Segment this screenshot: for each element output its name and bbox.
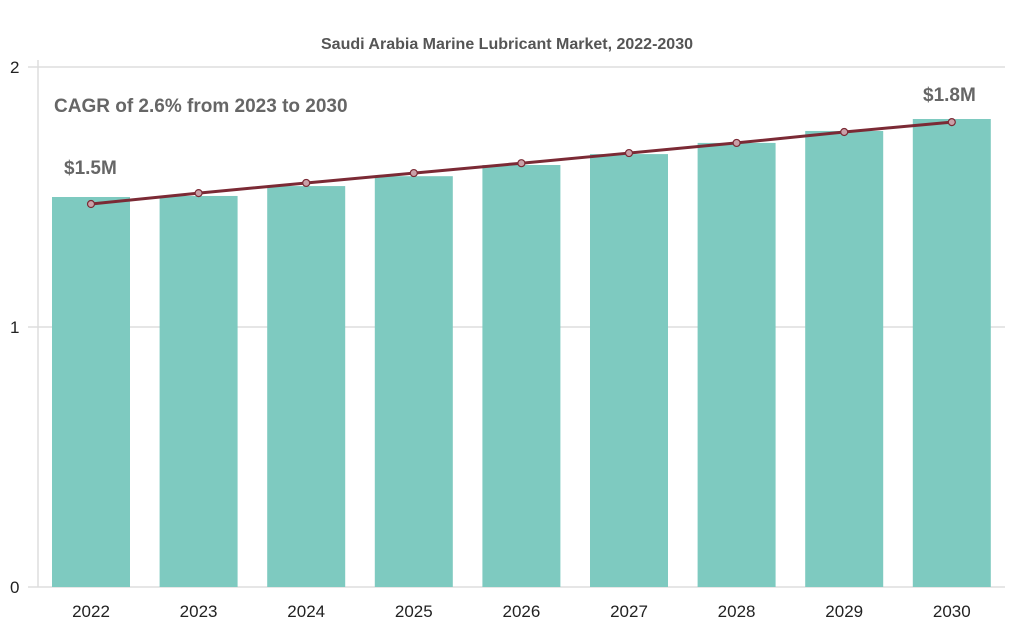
trend-point-2027 bbox=[624, 148, 634, 158]
y-tick-label: 2 bbox=[10, 58, 19, 77]
chart-title: Saudi Arabia Marine Lubricant Market, 20… bbox=[321, 36, 693, 53]
x-tick-label: 2024 bbox=[287, 602, 325, 621]
bar-2026 bbox=[482, 165, 561, 587]
bar-2027 bbox=[590, 154, 668, 587]
trend-point-2026 bbox=[517, 159, 526, 168]
trend-point-2029 bbox=[840, 127, 849, 137]
x-tick-label: 2029 bbox=[825, 602, 863, 621]
x-tick-label: 2022 bbox=[72, 602, 110, 621]
trend-point-2022 bbox=[86, 199, 96, 209]
bar-2028 bbox=[697, 142, 776, 588]
bar-2025 bbox=[374, 176, 453, 587]
x-tick-label: 2025 bbox=[395, 602, 433, 621]
bar-2023 bbox=[159, 195, 238, 587]
bar-2030 bbox=[912, 119, 991, 587]
bar-2022 bbox=[52, 197, 130, 587]
x-tick-label: 2023 bbox=[180, 602, 218, 621]
cagr-annotation: CAGR of 2.6% from 2023 to 2030 bbox=[54, 96, 348, 117]
start-value-label: $1.5M bbox=[64, 158, 117, 179]
y-tick-label: 0 bbox=[10, 578, 19, 597]
x-tick-label: 2028 bbox=[718, 602, 756, 621]
trend-point-2028 bbox=[732, 138, 741, 148]
x-tick-label: 2027 bbox=[610, 602, 648, 621]
trend-point-2030 bbox=[947, 118, 956, 127]
x-tick-label: 2026 bbox=[502, 602, 540, 621]
y-tick-label: 1 bbox=[10, 318, 19, 337]
trend-point-2025 bbox=[409, 168, 418, 178]
trend-point-2024 bbox=[302, 178, 311, 188]
end-value-label: $1.8M bbox=[923, 85, 976, 106]
bar-2024 bbox=[267, 186, 346, 587]
x-tick-label: 2030 bbox=[933, 602, 971, 621]
bar-2029 bbox=[805, 130, 884, 587]
trend-point-2023 bbox=[194, 189, 203, 198]
